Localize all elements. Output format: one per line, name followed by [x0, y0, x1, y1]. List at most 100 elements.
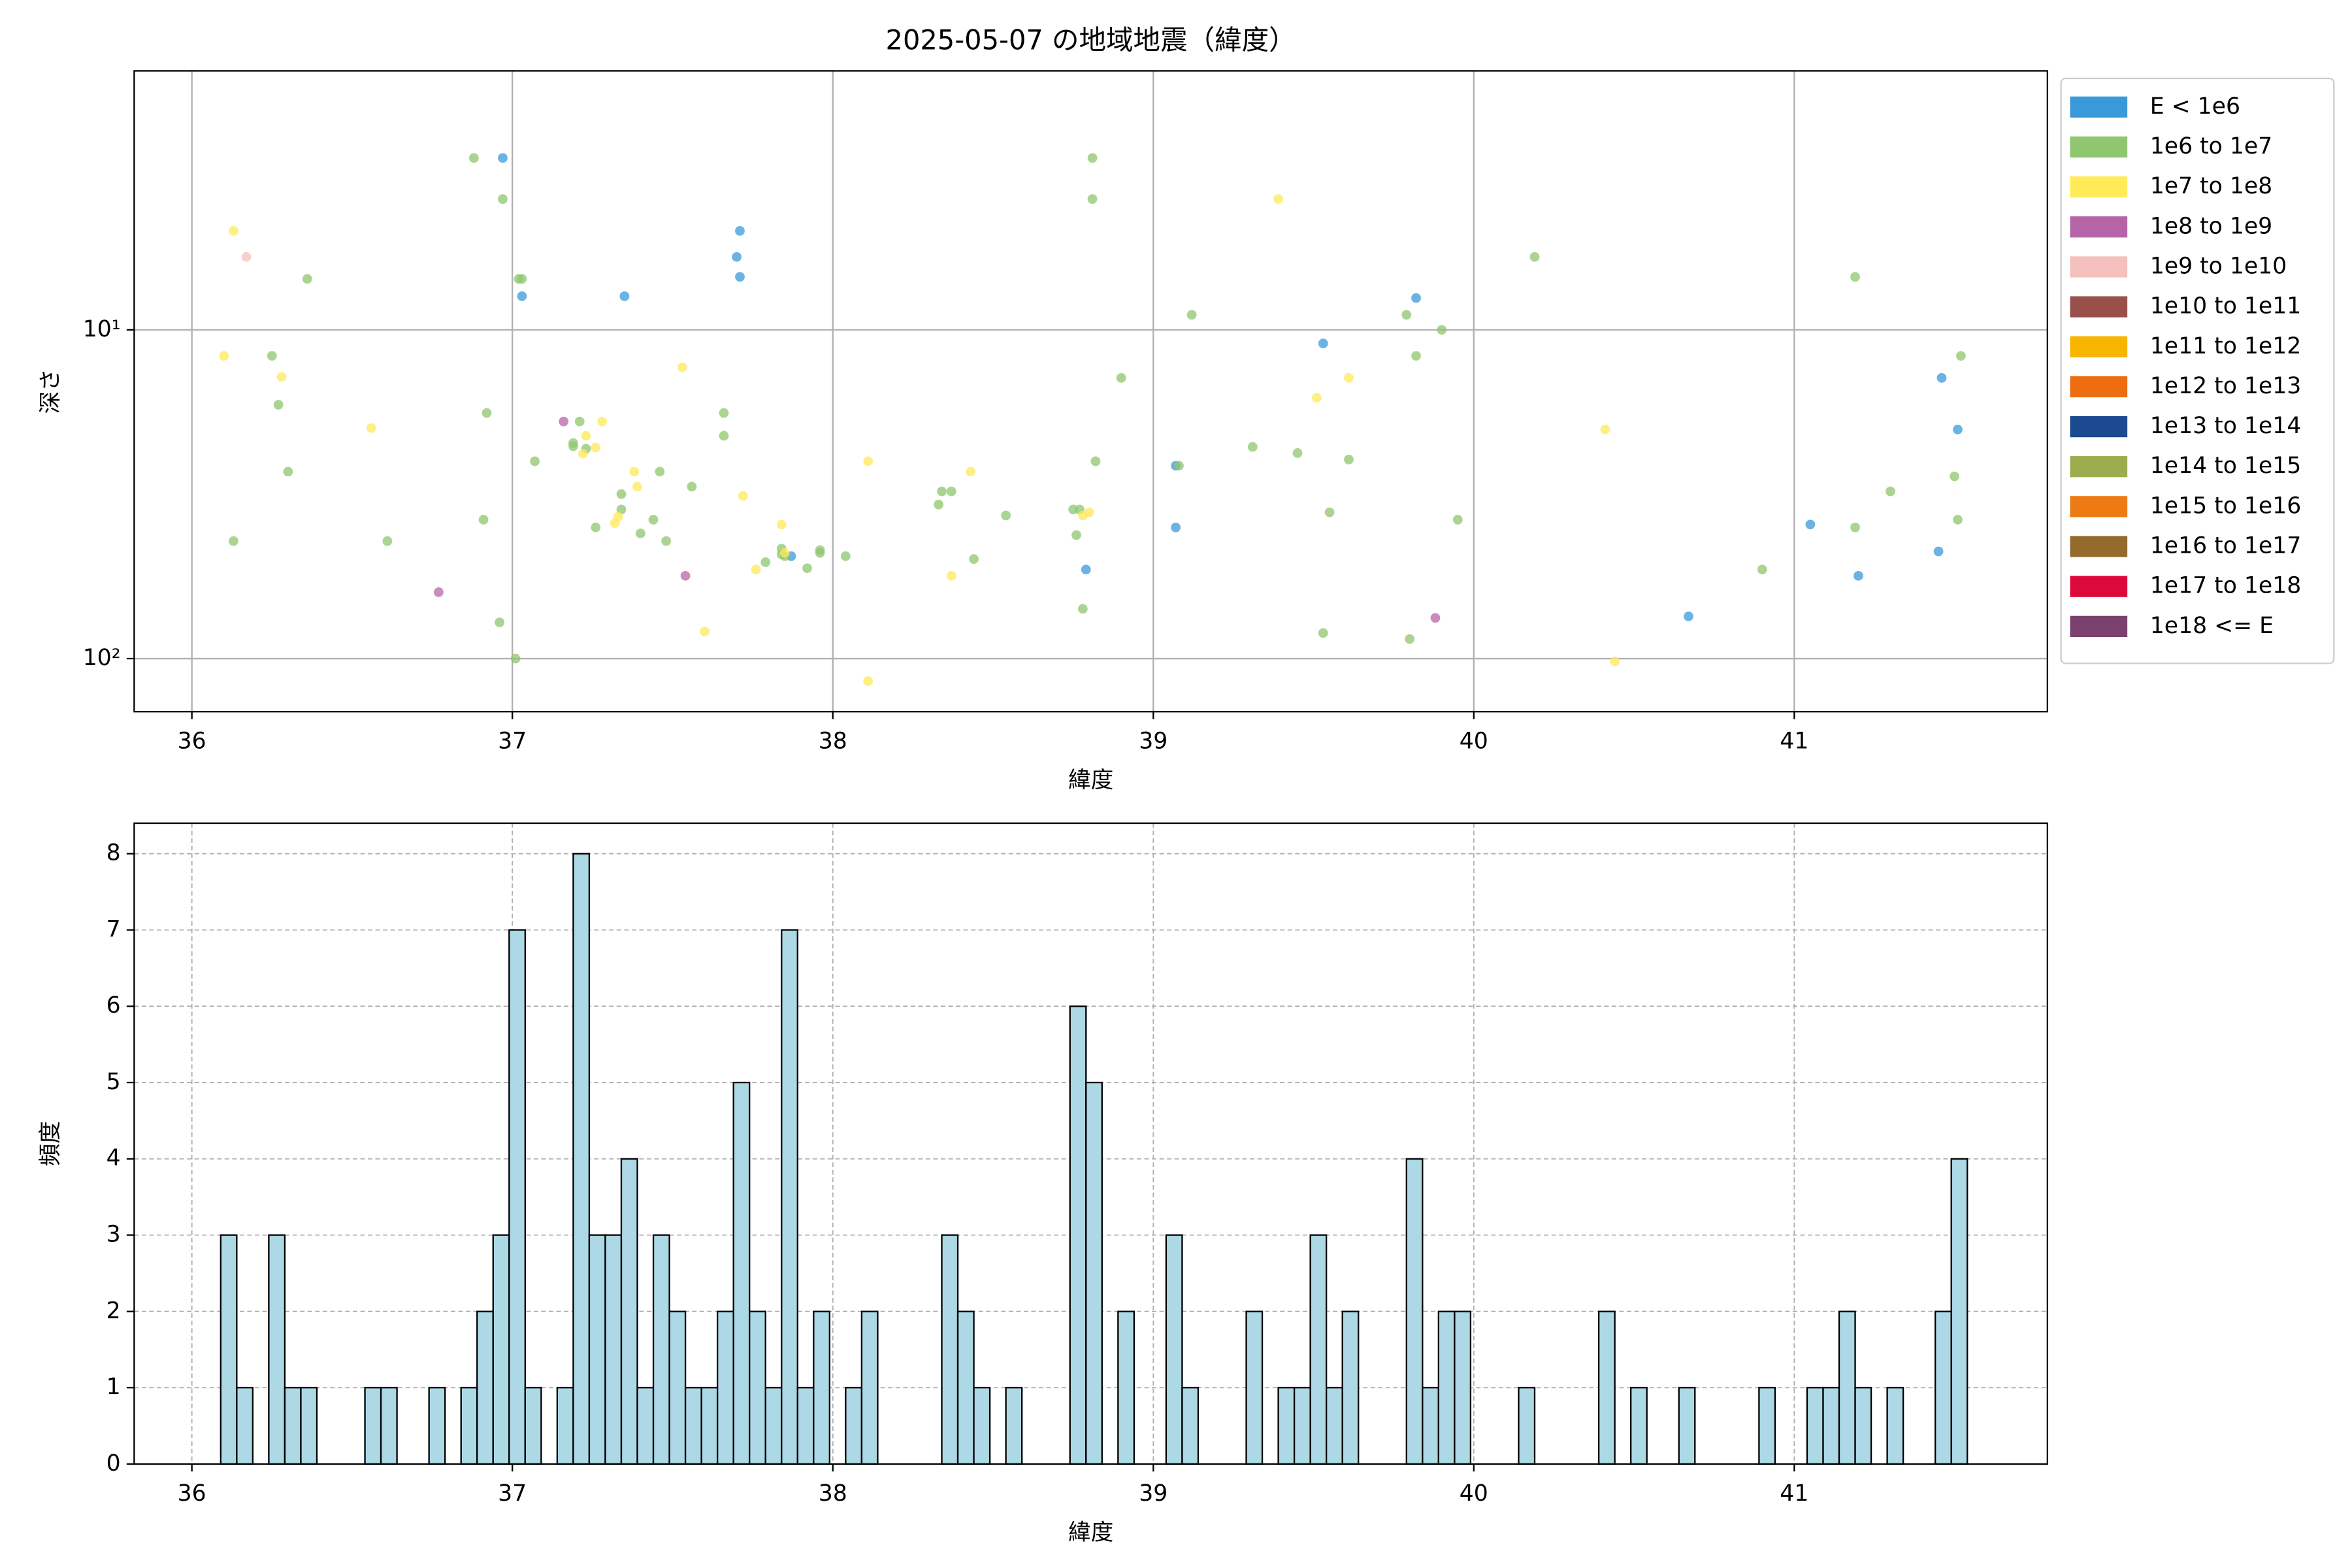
scatter-point: [1886, 486, 1895, 497]
scatter-point: [937, 486, 947, 497]
scatter-point: [1318, 338, 1328, 349]
x-tick-label: 39: [1139, 728, 1168, 754]
scatter-point: [1071, 530, 1081, 540]
histogram-bar: [781, 929, 798, 1465]
scatter-point: [1936, 373, 1947, 383]
legend-label: 1e13 to 1e14: [2150, 413, 2301, 439]
y-tick-label: 7: [106, 916, 121, 942]
scatter-point: [732, 252, 742, 262]
scatter-point: [1600, 425, 1610, 434]
histogram-bar: [428, 1386, 446, 1465]
plot-frame: [133, 822, 2048, 1465]
legend-swatch: [2070, 256, 2128, 278]
scatter-point: [1116, 373, 1126, 383]
scatter-point: [1850, 272, 1860, 282]
scatter-point: [1318, 628, 1328, 638]
scatter-point: [863, 676, 874, 686]
histogram-bar: [1326, 1386, 1343, 1465]
y-tick-label: 6: [106, 992, 121, 1019]
histogram-bar: [1005, 1386, 1023, 1465]
scatter-point: [1273, 194, 1283, 204]
scatter-point: [219, 351, 229, 361]
scatter-point: [1174, 461, 1184, 471]
histogram-bar: [508, 929, 526, 1465]
scatter-point: [779, 547, 790, 558]
scatter-point: [700, 627, 710, 636]
scatter-point: [578, 448, 588, 459]
legend-swatch: [2070, 496, 2128, 517]
histogram-bar: [1422, 1386, 1439, 1465]
histogram-bar: [845, 1386, 863, 1465]
histogram-bar: [476, 1311, 494, 1465]
scatter-point: [1292, 448, 1303, 458]
histogram-bar: [524, 1386, 542, 1465]
histogram-bar: [1309, 1234, 1328, 1465]
legend-label: 1e15 to 1e16: [2150, 493, 2301, 519]
legend-label: 1e9 to 1e10: [2150, 253, 2287, 279]
histogram-bar: [492, 1234, 510, 1465]
scatter-point: [498, 194, 508, 204]
scatter-point: [1090, 456, 1101, 466]
histogram-bar: [300, 1386, 318, 1465]
histogram-bar: [813, 1311, 830, 1465]
scatter-point: [1953, 425, 1963, 434]
x-axis-label: 緯度: [1068, 767, 1113, 793]
scatter-point: [468, 153, 479, 163]
histogram-bar: [236, 1386, 254, 1465]
scatter-point: [760, 557, 771, 567]
scatter-point: [1854, 570, 1863, 581]
scatter-point: [632, 482, 642, 492]
scatter-point: [1001, 510, 1011, 521]
histogram-bar: [1822, 1386, 1840, 1465]
x-tick-label: 40: [1460, 728, 1488, 754]
scatter-point: [687, 482, 697, 492]
histogram-bar: [1935, 1311, 1952, 1465]
y-tick-label: 4: [106, 1145, 121, 1171]
histogram-bar: [1758, 1386, 1776, 1465]
scatter-point: [1084, 507, 1094, 517]
legend-swatch: [2070, 96, 2128, 118]
legend-swatch: [2070, 216, 2128, 238]
scatter-point: [629, 466, 639, 477]
histogram-bar: [572, 853, 591, 1465]
scatter-point: [273, 400, 284, 410]
scatter-point: [1684, 612, 1693, 621]
legend-label: 1e11 to 1e12: [2150, 333, 2301, 359]
scatter-point: [366, 423, 376, 433]
histogram-bar: [1518, 1386, 1536, 1465]
scatter-point: [302, 274, 312, 284]
y-tick-label: 10²: [83, 645, 121, 671]
scatter-point: [719, 431, 729, 441]
y-tick-label: 3: [106, 1221, 121, 1247]
histogram-bar: [684, 1386, 702, 1465]
scatter-point: [934, 499, 943, 510]
scatter-point: [568, 441, 578, 451]
histogram-bar: [1341, 1311, 1360, 1465]
legend-label: 1e8 to 1e9: [2150, 213, 2272, 239]
scatter-point: [591, 442, 601, 453]
scatter-point: [1344, 373, 1354, 383]
legend-swatch: [2070, 416, 2128, 438]
legend-label: 1e7 to 1e8: [2150, 173, 2272, 199]
scatter-point: [510, 653, 521, 664]
scatter-point: [382, 536, 393, 546]
scatter-point: [735, 272, 745, 282]
scatter-point: [1411, 293, 1421, 303]
histogram-bar: [1117, 1311, 1135, 1465]
histogram-bar: [764, 1386, 783, 1465]
scatter-point: [1247, 442, 1258, 452]
scatter-point: [1405, 634, 1415, 644]
x-tick-label: 38: [819, 1480, 847, 1507]
histogram-bar: [700, 1386, 719, 1465]
scatter-point: [229, 226, 238, 236]
scatter-point: [267, 351, 277, 361]
histogram-bar: [1886, 1386, 1904, 1465]
scatter-point: [1312, 393, 1322, 403]
y-tick-label: 8: [106, 840, 121, 866]
histogram-bar: [380, 1386, 398, 1465]
x-tick-label: 41: [1780, 728, 1808, 754]
legend-swatch: [2070, 615, 2128, 637]
scatter-point: [636, 528, 645, 538]
scatter-point: [946, 486, 956, 497]
scatter-point: [1077, 604, 1088, 614]
